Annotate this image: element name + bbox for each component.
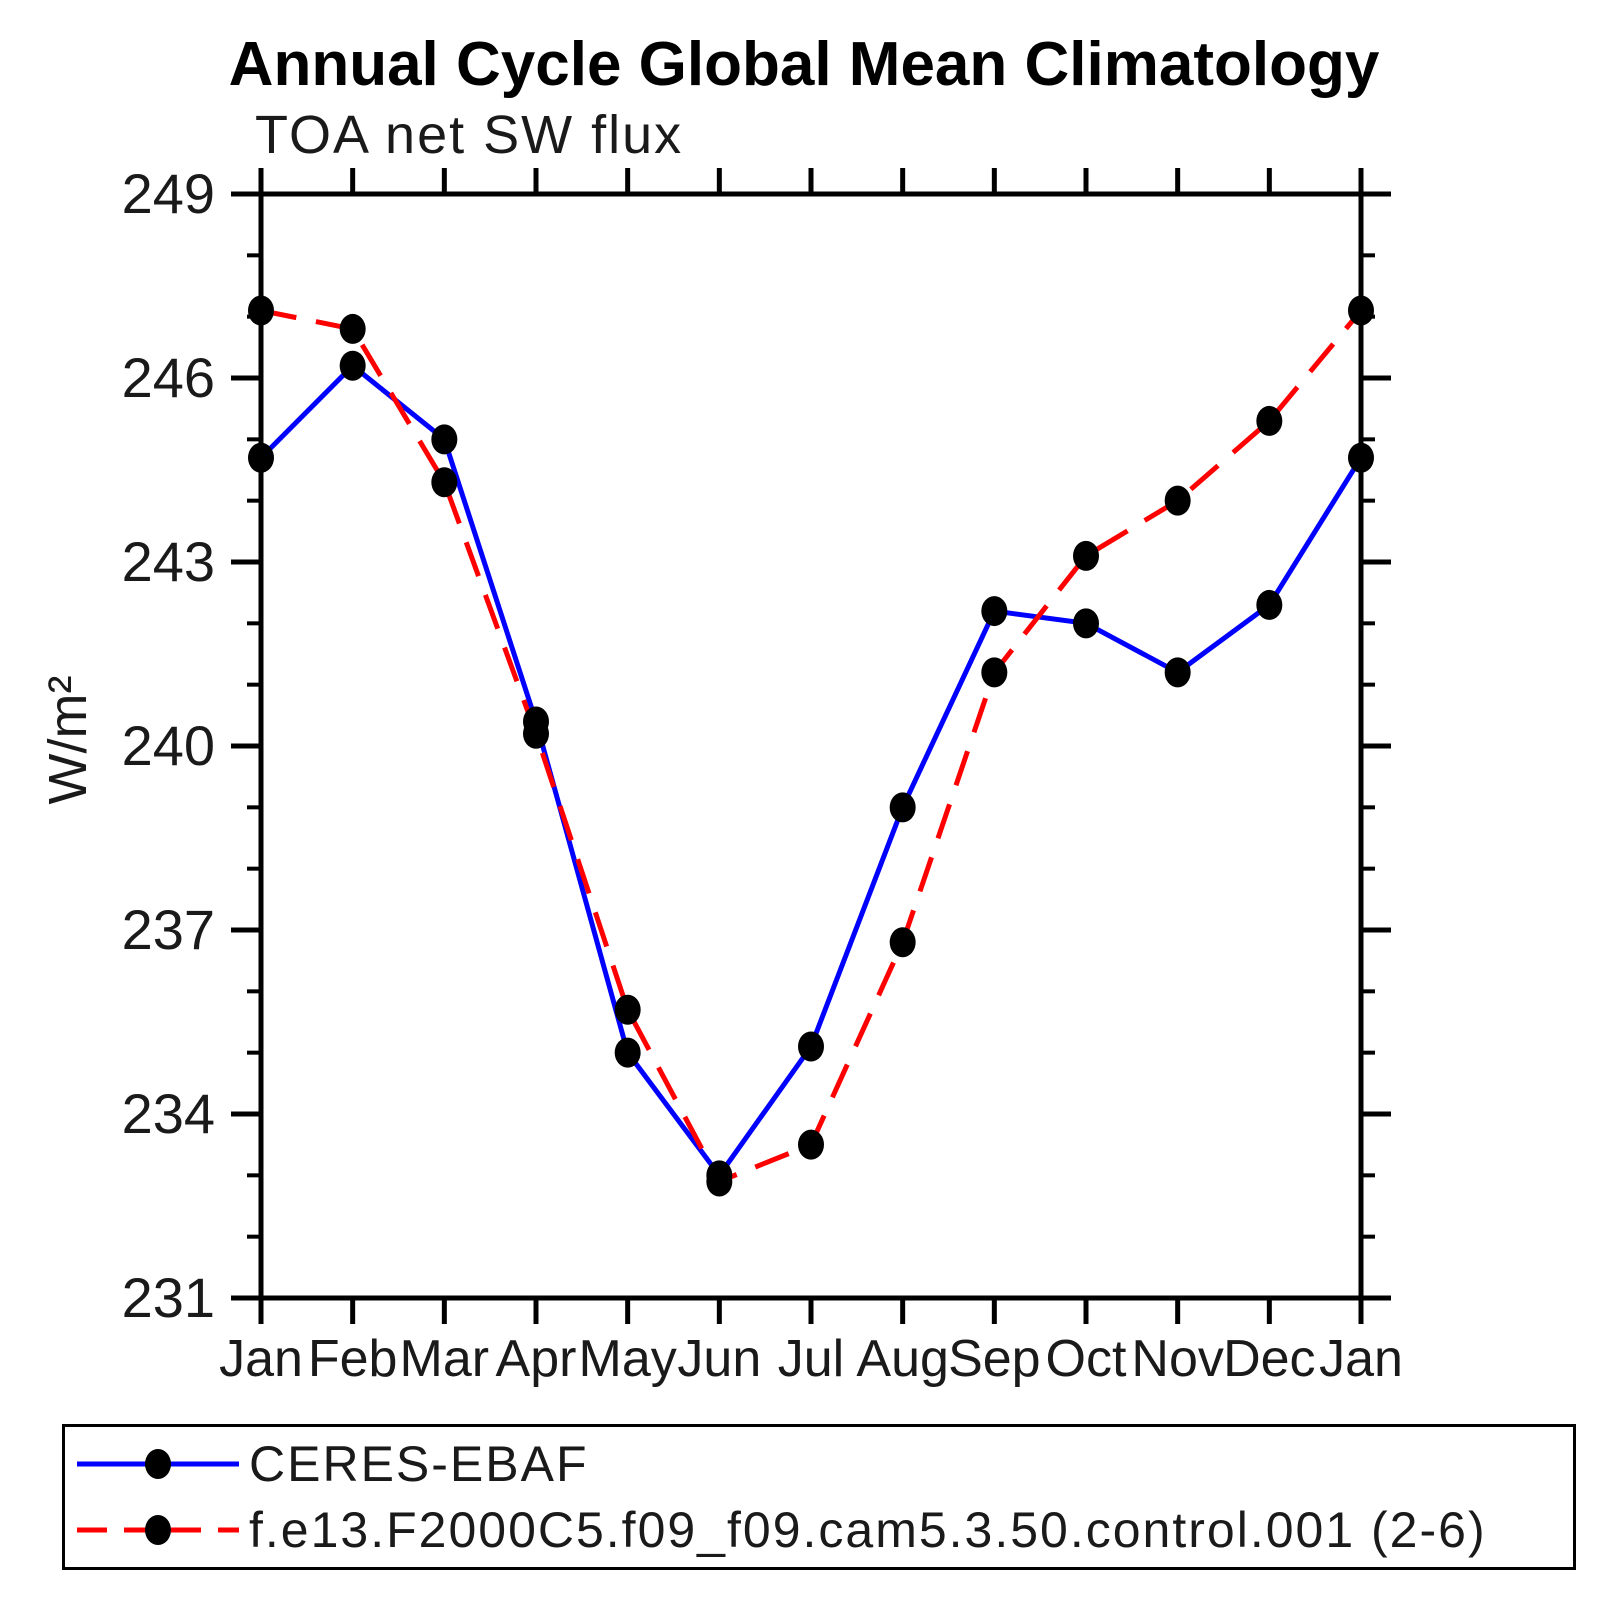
data-point-marker-0 xyxy=(798,1031,824,1062)
data-point-marker-1 xyxy=(1164,485,1191,516)
data-point-marker-1 xyxy=(706,1166,733,1197)
y-axis-tick-label: 231 xyxy=(122,1266,215,1329)
x-axis-tick-label: May xyxy=(579,1330,677,1388)
legend: CERES-EBAF f.e13.F2000C5.f09_f09.cam5.3.… xyxy=(62,1424,1576,1570)
data-point-marker-1 xyxy=(889,927,916,958)
data-point-marker-1 xyxy=(523,718,549,749)
x-axis-tick-label: Feb xyxy=(308,1330,398,1388)
x-axis-tick-label: Aug xyxy=(856,1330,949,1388)
data-point-marker-0 xyxy=(1073,608,1099,639)
data-point-marker-0 xyxy=(1164,657,1191,688)
x-axis-tick-label: Jan xyxy=(1319,1330,1403,1388)
x-axis-tick-label: Jun xyxy=(677,1330,761,1388)
chart-title: Annual Cycle Global Mean Climatology xyxy=(228,30,1380,99)
legend-item-observation: CERES-EBAF xyxy=(73,1432,1573,1496)
y-axis-tick-label: 243 xyxy=(122,530,215,593)
data-point-marker-1 xyxy=(339,313,366,344)
data-point-marker-1 xyxy=(1256,405,1283,436)
data-point-marker-0 xyxy=(1348,442,1374,473)
data-point-marker-1 xyxy=(431,467,458,498)
x-axis-tick-label: Oct xyxy=(1046,1330,1127,1388)
y-axis-tick-label: 246 xyxy=(122,346,215,409)
x-axis-tick-label: Dec xyxy=(1223,1330,1315,1388)
data-point-marker-1 xyxy=(248,295,274,326)
data-point-marker-1 xyxy=(798,1129,824,1160)
legend-line-sample-model xyxy=(77,1515,239,1546)
x-axis-tick-label: Jan xyxy=(219,1330,303,1388)
x-axis-tick-label: Jul xyxy=(778,1330,844,1388)
data-point-marker-0 xyxy=(614,1037,641,1068)
x-axis-tick-label: Sep xyxy=(948,1330,1041,1388)
legend-item-model: f.e13.F2000C5.f09_f09.cam5.3.50.control.… xyxy=(73,1498,1573,1562)
data-point-marker-1 xyxy=(614,994,641,1025)
x-axis-tick-label: Apr xyxy=(496,1330,577,1388)
y-axis-tick-label: 249 xyxy=(122,162,215,225)
legend-marker-icon xyxy=(145,1515,171,1546)
data-point-marker-1 xyxy=(1073,540,1099,571)
data-point-marker-0 xyxy=(431,424,458,455)
data-point-marker-0 xyxy=(981,596,1008,627)
y-axis-tick-label: 240 xyxy=(122,714,215,777)
y-axis-tick-label: 237 xyxy=(122,898,215,961)
data-point-marker-0 xyxy=(1256,589,1283,620)
legend-line-sample-observation xyxy=(77,1448,239,1479)
chart-subtitle: TOA net SW flux xyxy=(255,105,684,165)
legend-label-observation: CERES-EBAF xyxy=(249,1435,589,1492)
x-axis-tick-label: Mar xyxy=(400,1330,490,1388)
data-point-marker-1 xyxy=(981,657,1008,688)
y-axis-tick-label: 234 xyxy=(122,1082,215,1145)
data-point-marker-0 xyxy=(889,792,916,823)
legend-marker-icon xyxy=(145,1448,171,1479)
data-point-marker-0 xyxy=(339,350,366,381)
x-axis-tick-label: Nov xyxy=(1131,1330,1223,1388)
plot-area: Jan Feb Mar Apr May Jun Jul Aug Sep Oct Nov Dec Jan2… xyxy=(122,162,1403,1388)
data-point-marker-1 xyxy=(1348,295,1374,326)
legend-label-model: f.e13.F2000C5.f09_f09.cam5.3.50.control.… xyxy=(249,1502,1487,1559)
data-point-marker-0 xyxy=(248,442,274,473)
